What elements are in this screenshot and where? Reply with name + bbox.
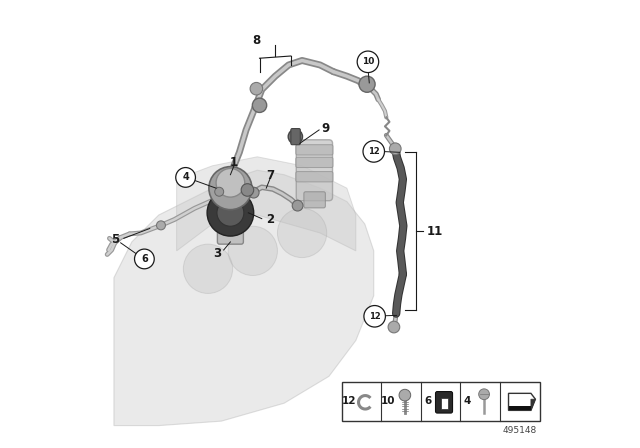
Circle shape bbox=[389, 143, 401, 155]
Text: 6: 6 bbox=[141, 254, 148, 264]
Circle shape bbox=[357, 51, 379, 73]
Circle shape bbox=[228, 226, 278, 276]
Circle shape bbox=[388, 321, 400, 333]
Circle shape bbox=[250, 82, 262, 95]
Circle shape bbox=[241, 184, 253, 196]
FancyBboxPatch shape bbox=[435, 392, 452, 413]
Text: 6: 6 bbox=[424, 396, 431, 406]
Text: 10: 10 bbox=[381, 396, 396, 406]
Text: 12: 12 bbox=[368, 147, 380, 156]
Polygon shape bbox=[177, 157, 356, 251]
FancyBboxPatch shape bbox=[304, 192, 325, 208]
Circle shape bbox=[399, 389, 411, 401]
Text: 11: 11 bbox=[427, 224, 443, 238]
Polygon shape bbox=[531, 399, 536, 410]
Text: 3: 3 bbox=[213, 246, 221, 260]
Circle shape bbox=[359, 76, 375, 92]
Circle shape bbox=[134, 249, 154, 269]
FancyBboxPatch shape bbox=[296, 145, 333, 155]
Circle shape bbox=[252, 98, 267, 112]
Circle shape bbox=[157, 221, 165, 230]
Text: 9: 9 bbox=[322, 121, 330, 135]
Circle shape bbox=[209, 167, 252, 210]
Text: 4: 4 bbox=[182, 172, 189, 182]
Text: 4: 4 bbox=[464, 396, 471, 406]
FancyBboxPatch shape bbox=[296, 140, 333, 201]
Text: 12: 12 bbox=[341, 396, 356, 406]
Text: 495148: 495148 bbox=[503, 426, 538, 435]
FancyBboxPatch shape bbox=[291, 129, 300, 145]
FancyBboxPatch shape bbox=[296, 172, 333, 182]
Text: 10: 10 bbox=[362, 57, 374, 66]
FancyBboxPatch shape bbox=[509, 406, 531, 410]
Circle shape bbox=[292, 200, 303, 211]
Text: 12: 12 bbox=[369, 312, 381, 321]
Circle shape bbox=[288, 129, 303, 144]
Circle shape bbox=[176, 168, 195, 187]
Circle shape bbox=[278, 208, 327, 258]
Polygon shape bbox=[509, 393, 536, 410]
Circle shape bbox=[184, 244, 233, 293]
Circle shape bbox=[248, 187, 259, 198]
Circle shape bbox=[364, 306, 385, 327]
Circle shape bbox=[479, 389, 490, 400]
Circle shape bbox=[217, 199, 244, 226]
Circle shape bbox=[207, 190, 253, 236]
Polygon shape bbox=[114, 170, 374, 426]
Text: 5: 5 bbox=[111, 233, 119, 246]
FancyBboxPatch shape bbox=[296, 157, 333, 168]
Circle shape bbox=[215, 187, 224, 196]
Text: 7: 7 bbox=[266, 169, 274, 182]
FancyBboxPatch shape bbox=[218, 213, 243, 244]
Circle shape bbox=[363, 141, 385, 162]
Circle shape bbox=[216, 168, 244, 197]
FancyBboxPatch shape bbox=[442, 398, 447, 409]
Text: 2: 2 bbox=[266, 213, 275, 226]
Text: 1: 1 bbox=[230, 155, 238, 169]
Text: 8: 8 bbox=[252, 34, 260, 47]
FancyBboxPatch shape bbox=[342, 382, 540, 421]
